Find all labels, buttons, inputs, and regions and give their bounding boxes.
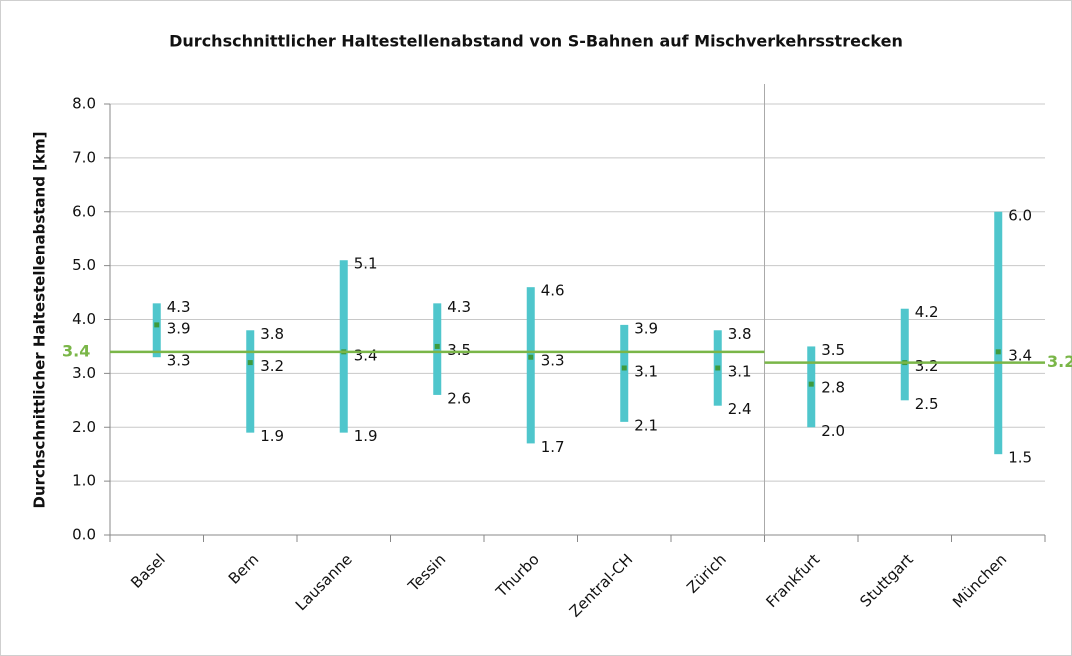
mean-label: 3.4 bbox=[1008, 346, 1032, 364]
max-label: 5.1 bbox=[354, 255, 378, 273]
min-label: 3.3 bbox=[167, 352, 191, 370]
mean-marker bbox=[715, 365, 721, 371]
mean-marker bbox=[154, 322, 160, 328]
mean-marker bbox=[808, 381, 814, 387]
mean-marker bbox=[528, 354, 534, 360]
range-bar bbox=[900, 308, 909, 401]
min-label: 1.9 bbox=[354, 427, 378, 445]
range-bar bbox=[433, 303, 442, 395]
range-bar bbox=[620, 324, 629, 422]
max-label: 3.8 bbox=[728, 325, 752, 343]
min-label: 1.7 bbox=[541, 438, 565, 456]
mean-label: 3.1 bbox=[634, 362, 658, 380]
y-tick-label: 6.0 bbox=[72, 202, 96, 220]
max-label: 4.6 bbox=[541, 282, 565, 300]
max-label: 4.3 bbox=[447, 298, 471, 316]
range-bar bbox=[152, 303, 161, 358]
min-label: 2.4 bbox=[728, 400, 752, 418]
chart-title: Durchschnittlicher Haltestellenabstand v… bbox=[169, 32, 903, 51]
mean-label: 3.9 bbox=[167, 319, 191, 337]
range-bar bbox=[339, 260, 348, 433]
y-tick-label: 5.0 bbox=[72, 256, 96, 274]
max-label: 4.2 bbox=[915, 303, 939, 321]
mean-marker bbox=[247, 360, 253, 366]
mean-label: 3.4 bbox=[354, 346, 378, 364]
max-label: 3.9 bbox=[634, 319, 658, 337]
mean-marker bbox=[995, 349, 1001, 355]
mean-label: 3.5 bbox=[447, 341, 471, 359]
max-label: 6.0 bbox=[1008, 206, 1032, 224]
min-label: 2.5 bbox=[915, 395, 939, 413]
average-label: 3.2 bbox=[1047, 352, 1072, 371]
mean-label: 3.2 bbox=[915, 357, 939, 375]
range-bar bbox=[994, 211, 1003, 455]
y-tick-label: 2.0 bbox=[72, 418, 96, 436]
mean-marker bbox=[434, 343, 440, 349]
y-tick-label: 0.0 bbox=[72, 526, 96, 544]
min-label: 2.1 bbox=[634, 416, 658, 434]
y-tick-label: 7.0 bbox=[72, 148, 96, 166]
mean-label: 3.3 bbox=[541, 352, 565, 370]
range-bar bbox=[807, 346, 816, 428]
mean-label: 3.2 bbox=[260, 357, 284, 375]
mean-marker bbox=[621, 365, 627, 371]
max-label: 4.3 bbox=[167, 298, 191, 316]
y-tick-label: 8.0 bbox=[72, 95, 96, 113]
max-label: 3.8 bbox=[260, 325, 284, 343]
min-label: 2.0 bbox=[821, 422, 845, 440]
mean-label: 2.8 bbox=[821, 379, 845, 397]
y-axis-label: Durchschnittlicher Haltestellenabstand [… bbox=[31, 131, 49, 508]
mean-label: 3.1 bbox=[728, 362, 752, 380]
range-bar bbox=[526, 287, 535, 444]
max-label: 3.5 bbox=[821, 341, 845, 359]
y-tick-label: 3.0 bbox=[72, 364, 96, 382]
min-label: 1.9 bbox=[260, 427, 284, 445]
y-tick-label: 1.0 bbox=[72, 472, 96, 490]
y-tick-label: 4.0 bbox=[72, 310, 96, 328]
range-bar bbox=[246, 330, 255, 433]
min-label: 2.6 bbox=[447, 389, 471, 407]
min-label: 1.5 bbox=[1008, 449, 1032, 467]
average-label: 3.4 bbox=[62, 341, 90, 360]
